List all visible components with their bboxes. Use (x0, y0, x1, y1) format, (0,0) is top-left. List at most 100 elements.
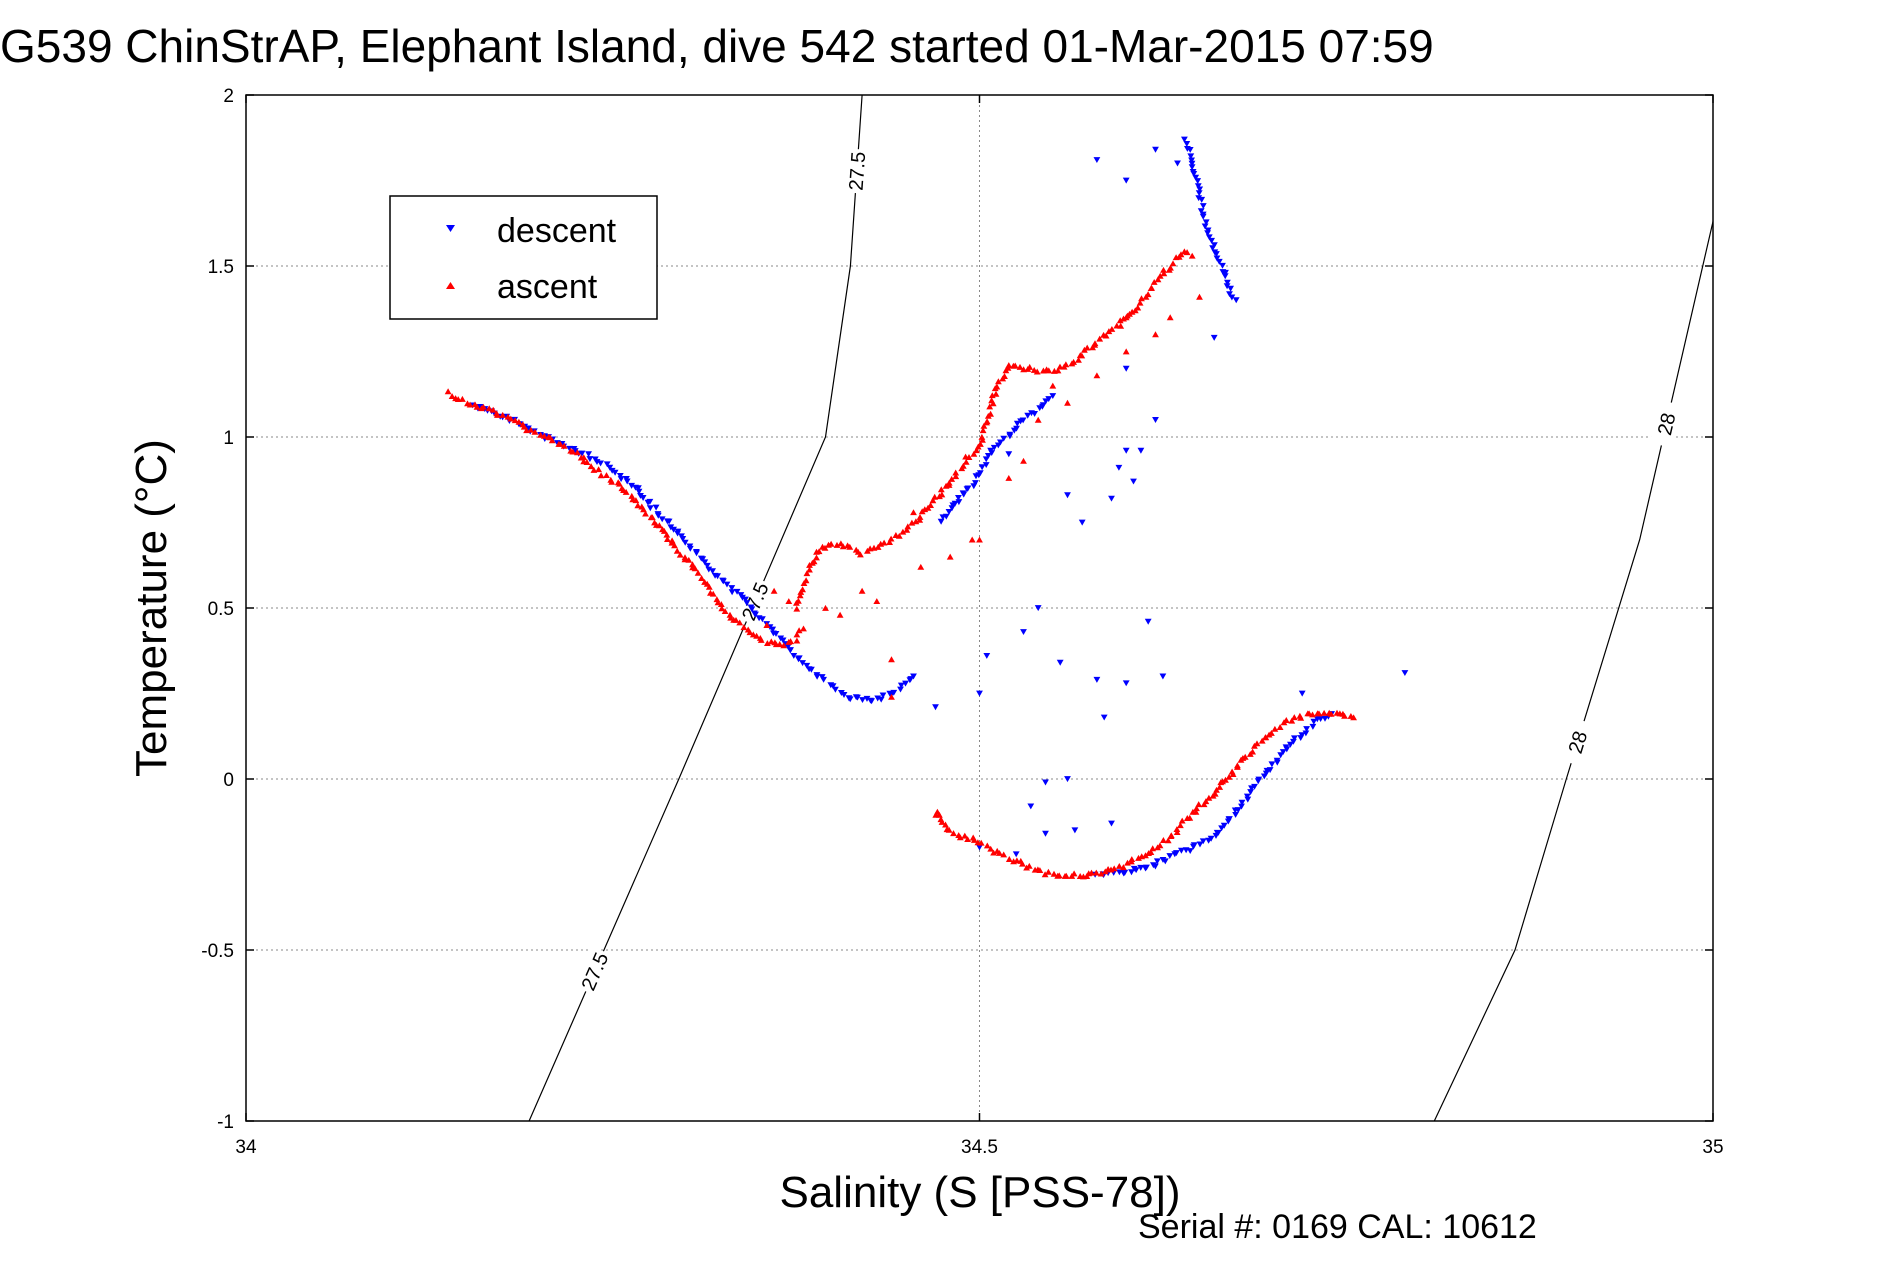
descent-point (1238, 799, 1246, 806)
ascent-point (970, 450, 978, 457)
descent-point (1213, 255, 1221, 262)
descent-point (1195, 195, 1203, 202)
descent-point (937, 518, 945, 525)
ascent-point (1041, 871, 1049, 878)
descent-point (703, 562, 711, 569)
ascent-point (1241, 753, 1249, 760)
ascent-point (1020, 457, 1027, 464)
ascent-point (753, 632, 760, 639)
descent-point (1199, 213, 1207, 220)
ascent-point (1156, 842, 1164, 849)
descent-point (1211, 242, 1218, 249)
descent-point (665, 518, 673, 525)
ascent-point (515, 418, 523, 425)
ascent-point (1005, 475, 1013, 481)
ascent-point (1282, 717, 1290, 723)
descent-point (1210, 334, 1218, 341)
ascent-point (938, 491, 946, 498)
ascent-point (634, 502, 642, 509)
ascent-point (709, 590, 717, 597)
descent-point (1161, 858, 1169, 865)
ascent-point (671, 542, 678, 549)
ascent-point (499, 411, 507, 418)
ascent-point (698, 575, 705, 581)
descent-point (566, 445, 573, 452)
ascent-point (1350, 714, 1357, 721)
ascent-point (660, 527, 668, 534)
ascent-point (1026, 363, 1034, 370)
descent-point (1290, 738, 1297, 745)
ascent-point (1070, 870, 1078, 877)
descent-point (674, 530, 681, 537)
isopycnal-label-group: 27.5 (735, 576, 775, 627)
ascent-point (857, 551, 864, 558)
ascent-point (795, 627, 803, 634)
descent-point (1214, 830, 1222, 836)
descent-point (1202, 219, 1210, 226)
ascent-point (1062, 872, 1070, 879)
descent-point (1152, 146, 1159, 153)
ascent-point (962, 458, 970, 465)
ascent-point (937, 486, 945, 493)
ascent-point (1083, 344, 1091, 351)
ascent-point (1096, 335, 1104, 342)
descent-point (1232, 812, 1239, 818)
ascent-point (1142, 852, 1149, 859)
descent-point (686, 545, 694, 552)
ascent-point (952, 473, 960, 480)
ascent-point (929, 497, 937, 504)
descent-point (879, 692, 887, 699)
ascent-point (1288, 717, 1296, 724)
ascent-point (1166, 314, 1174, 321)
ascent-point (1276, 724, 1284, 730)
ascent-point (1152, 331, 1159, 338)
descent-point (1137, 447, 1145, 454)
descent-point (597, 460, 604, 467)
ascent-point (1173, 829, 1181, 835)
ascent-point (976, 536, 983, 543)
ascent-point (888, 656, 895, 663)
descent-point (790, 653, 798, 659)
isopycnal-label-bg (735, 576, 775, 627)
ascent-point (1271, 725, 1279, 732)
descent-point (955, 499, 963, 506)
descent-point (1181, 136, 1188, 143)
ascent-point (802, 577, 810, 584)
ascent-point (800, 625, 807, 632)
descent-point (1122, 447, 1130, 454)
ascent-point (770, 587, 778, 594)
descent-point (646, 505, 654, 512)
descent-point (1198, 196, 1206, 203)
descent-point (586, 456, 594, 463)
ascent-point (916, 514, 924, 520)
ascent-point (917, 563, 925, 570)
descent-point (1013, 420, 1021, 427)
ascent-point (846, 543, 854, 550)
ascent-point (912, 518, 920, 525)
ascent-point (880, 539, 888, 546)
ascent-point (1195, 801, 1203, 808)
ascent-point (595, 466, 602, 473)
ascent-point (520, 423, 528, 430)
ascent-point (936, 811, 943, 818)
descent-point (1279, 749, 1287, 755)
ascent-point (574, 449, 581, 456)
grid-lines (246, 95, 1713, 1121)
legend-ascent-marker (446, 282, 455, 289)
serial-cal-footer: Serial #: 0169 CAL: 10612 (1138, 1208, 1537, 1246)
ascent-point (927, 502, 934, 508)
descent-point (813, 673, 821, 680)
ascent-point (995, 378, 1002, 385)
descent-point (1213, 251, 1220, 257)
descent-point (1232, 297, 1240, 304)
descent-point (1199, 203, 1207, 209)
descent-point (1224, 279, 1231, 286)
ascent-point (527, 426, 535, 433)
ascent-point (1108, 326, 1116, 332)
descent-point (803, 662, 811, 669)
ascent-point (540, 432, 548, 439)
ascent-point (603, 472, 610, 478)
descent-point (1221, 273, 1229, 280)
descent-point (1197, 208, 1205, 215)
ascent-point (649, 514, 656, 521)
